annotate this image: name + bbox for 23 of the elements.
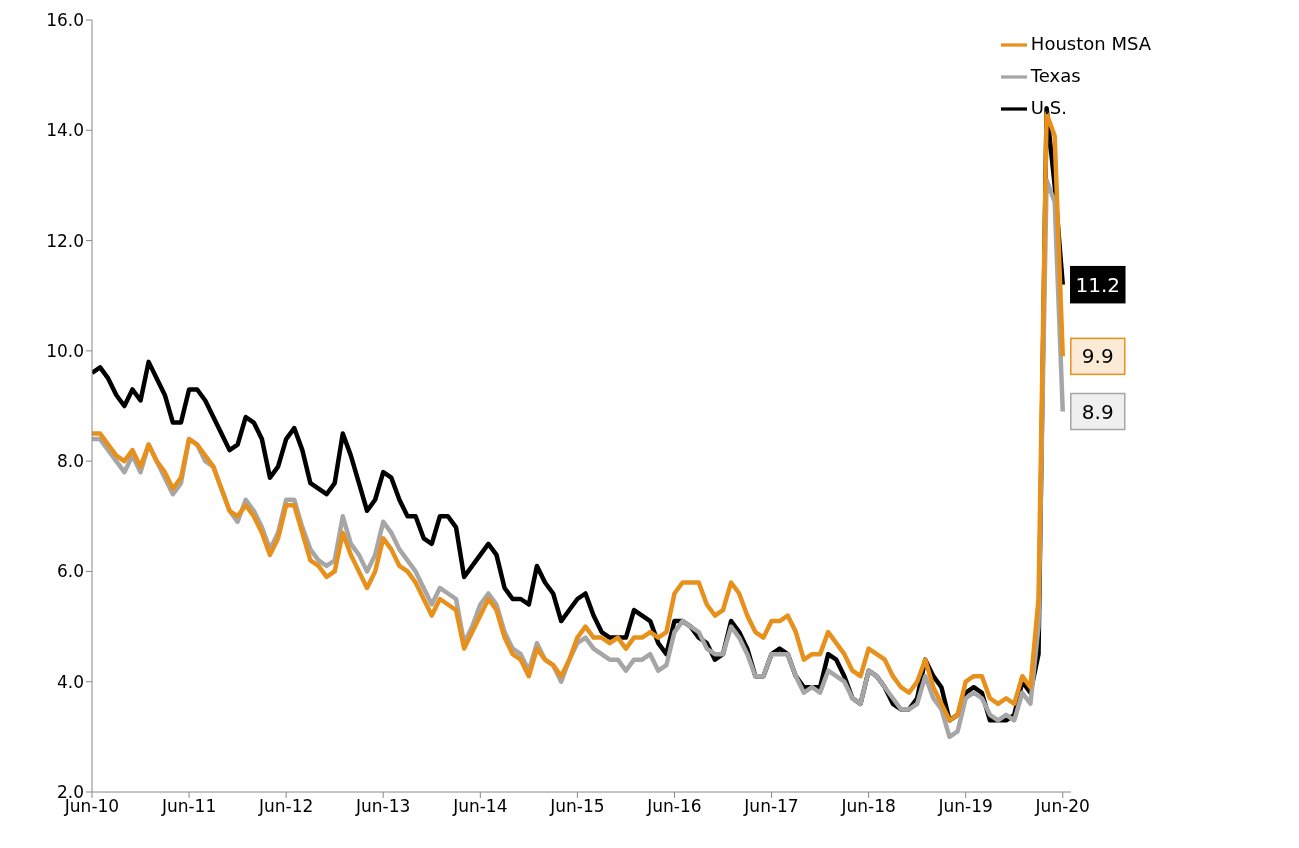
x-tick-label: Jun-18 [840, 796, 896, 817]
x-tick-label: Jun-12 [257, 796, 314, 817]
x-tick-label: Jun-20 [1034, 796, 1090, 817]
x-tick-label: Jun-11 [160, 796, 217, 817]
x-tick-label: Jun-15 [549, 796, 605, 817]
y-tick-label: 16.0 [46, 10, 84, 31]
x-tick-label: Jun-19 [937, 796, 993, 817]
x-tick-label: Jun-13 [355, 796, 411, 817]
y-tick-label: 4.0 [56, 671, 84, 692]
y-tick-label: 10.0 [46, 340, 84, 361]
y-tick-label: 14.0 [46, 120, 84, 141]
data-label: 8.9 [1081, 399, 1114, 424]
legend-label: Houston MSA [1030, 33, 1151, 54]
y-tick-label: 6.0 [56, 561, 84, 582]
legend-label: Texas [1030, 65, 1081, 86]
data-label: 11.2 [1075, 272, 1121, 297]
y-tick-label: 12.0 [46, 230, 84, 251]
y-tick-label: 8.0 [56, 451, 84, 472]
x-tick-label: Jun-17 [743, 796, 799, 817]
x-tick-label: Jun-14 [452, 796, 508, 817]
data-label: 9.9 [1081, 344, 1114, 369]
legend-label: U.S. [1030, 97, 1067, 118]
x-tick-label: Jun-16 [646, 796, 702, 817]
